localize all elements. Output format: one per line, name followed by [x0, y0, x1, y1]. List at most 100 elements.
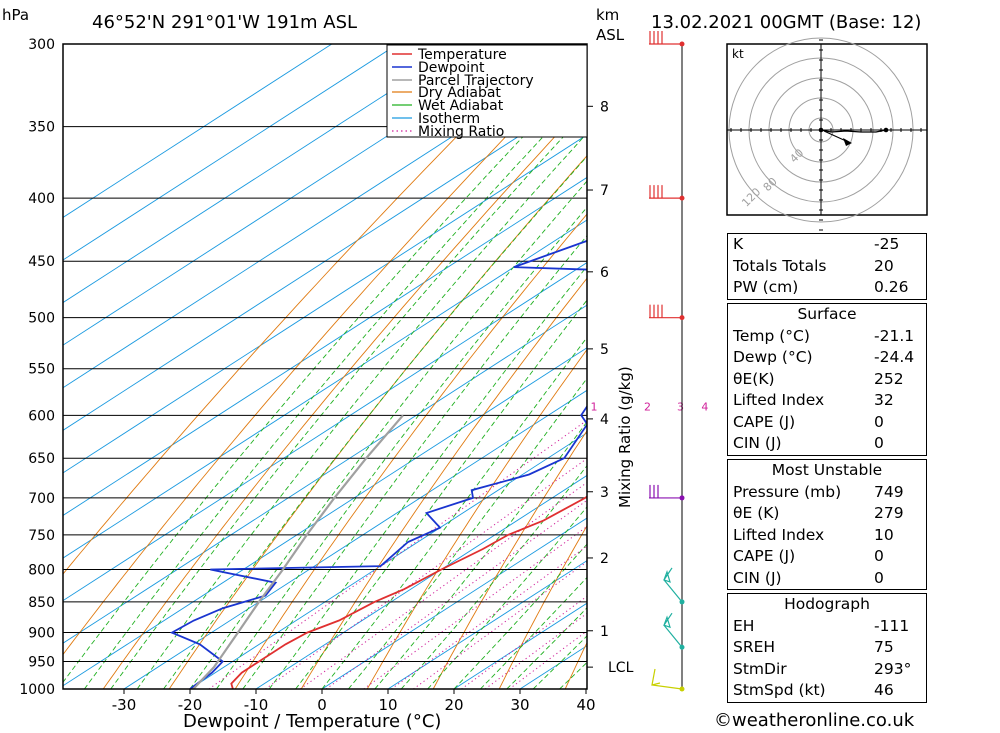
x-tick-label: 20 [444, 696, 463, 714]
mu-row-pressure: Pressure (mb) 749 [728, 482, 926, 504]
km-tick-label: 7 [600, 183, 609, 199]
dry-adiabat-line [498, 524, 587, 689]
surface-row-cape: CAPE (J) 0 [728, 412, 926, 434]
mixing-ratio-label: 2 [644, 400, 651, 413]
legend-parcel: Parcel Trajectory [418, 73, 534, 89]
surface-row-theta: θE(K) 252 [728, 369, 926, 391]
isotherm-line [189, 432, 587, 689]
legend-wet-adiabat: Wet Adiabat [418, 98, 504, 114]
isotherm-line [63, 219, 587, 559]
isotherm-line [63, 176, 587, 516]
isotherm-line [63, 44, 333, 218]
pressure-tick-label: 900 [28, 626, 55, 642]
index-label: SREH [733, 638, 776, 656]
wet-adiabat-line [242, 234, 587, 689]
index-value: 252 [874, 369, 904, 388]
dry-adiabat-line [300, 277, 587, 689]
wet-adiabat-line [216, 206, 587, 689]
index-label: CAPE (J) [733, 412, 796, 431]
barb-shaft [651, 668, 683, 690]
wet-adiabat-line [295, 299, 587, 689]
isotherm-line [63, 134, 587, 474]
storm-motion-arrow [843, 138, 852, 146]
legend-mixing-ratio: Mixing Ratio [418, 124, 504, 140]
index-label: θE (K) [733, 504, 780, 522]
wet-adiabat-line [268, 265, 587, 689]
index-row-k: K -25 [728, 234, 926, 256]
dry-adiabat-line [961, 44, 1000, 689]
dry-adiabat-line [102, 101, 587, 689]
temperature-profile [230, 495, 587, 689]
indices-panel: K -25 Totals Totals 20 PW (cm) 0.26 [727, 233, 927, 300]
mixing-ratio-label: 1 [591, 400, 598, 413]
most-unstable-panel: Most Unstable Pressure (mb) 749 θE (K) 279… [727, 459, 927, 590]
mu-row-cape: CAPE (J) 0 [728, 546, 926, 568]
mixing-ratio-axis-label: Mixing Ratio (g/kg) [616, 366, 634, 508]
wet-adiabat-line [480, 576, 587, 689]
pressure-tick-label: 700 [28, 491, 55, 507]
index-label: StmDir [733, 659, 787, 678]
isotherm-line [387, 560, 587, 689]
pressure-tick-label: 850 [28, 595, 55, 611]
isotherm-line [63, 304, 587, 644]
index-value: 0.26 [874, 278, 909, 296]
mixing-ratio-line [325, 499, 587, 689]
copyright: ©weatheronline.co.uk [714, 710, 915, 731]
x-axis-label: Dewpoint / Temperature (°C) [183, 711, 441, 732]
index-value: -111 [874, 616, 910, 635]
isotherm-line [63, 347, 587, 687]
pressure-tick-label: 350 [28, 120, 55, 136]
index-label: Pressure (mb) [733, 482, 842, 501]
x-tick-label: 10 [378, 696, 397, 714]
index-value: 10 [874, 525, 894, 544]
legend: Temperature Dewpoint Parcel Trajectory D… [386, 44, 588, 140]
index-value: 279 [874, 504, 904, 522]
index-value: 749 [874, 482, 904, 501]
hodograph-title: Hodograph [784, 595, 870, 613]
surface-row-temp: Temp (°C) -21.1 [728, 326, 926, 348]
wet-adiabat-line [63, 68, 587, 684]
storm-motion-vector [823, 130, 847, 142]
hodograph-trace [820, 129, 887, 133]
index-value: -24.4 [874, 348, 915, 366]
index-label: K [733, 235, 744, 253]
index-value: 46 [874, 681, 894, 699]
hodograph: kt 40 80 120 [726, 37, 928, 231]
x-tick-label: -30 [112, 696, 137, 714]
isotherm-line [63, 44, 531, 346]
pressure-tick-label: 550 [28, 362, 55, 378]
isotherm-line [63, 49, 587, 389]
index-label: Totals Totals [733, 256, 827, 275]
index-value: 0 [874, 434, 884, 452]
isotherm-line [63, 91, 587, 431]
wet-adiabat-line [427, 506, 587, 689]
index-value: -25 [874, 235, 900, 253]
surface-title: Surface [797, 305, 857, 323]
legend-temperature: Temperature [417, 47, 507, 63]
profiles [169, 239, 587, 689]
hodograph-end-dot [883, 127, 889, 133]
hodo-row-sreh: SREH 75 [728, 637, 926, 659]
km-tick-label: 1 [600, 624, 609, 640]
hodo-row-stmdir: StmDir 293° [728, 659, 926, 681]
pressure-tick-label: 950 [28, 655, 55, 671]
mu-row-li: Lifted Index 10 [728, 525, 926, 547]
index-value: 20 [874, 256, 894, 275]
x-tick-label: 40 [576, 696, 595, 714]
km-tick-label: LCL [608, 660, 634, 676]
x-tick-label: 30 [510, 696, 529, 714]
wet-adiabat-line [453, 543, 587, 689]
mixing-ratio-line [208, 419, 587, 689]
dewpoint-profile [169, 239, 587, 689]
mixing-ratio-line [265, 457, 587, 689]
hodograph-panel: Hodograph EH -111 SREH 75 StmDir 293° StmSp… [727, 593, 927, 703]
surface-panel: Surface Temp (°C) -21.1 Dewp (°C) -24.4 θE… [727, 303, 927, 456]
wet-adiabat-line [189, 180, 587, 689]
surface-row-dewp: Dewp (°C) -24.4 [728, 347, 926, 369]
barb-shaft [663, 567, 683, 603]
index-label: EH [733, 616, 755, 635]
mu-row-cin: CIN (J) 0 [728, 568, 926, 590]
x-tick-label: -10 [244, 696, 269, 714]
mu-row-theta: θE (K) 279 [728, 503, 926, 525]
pressure-tick-label: 1000 [19, 682, 55, 698]
